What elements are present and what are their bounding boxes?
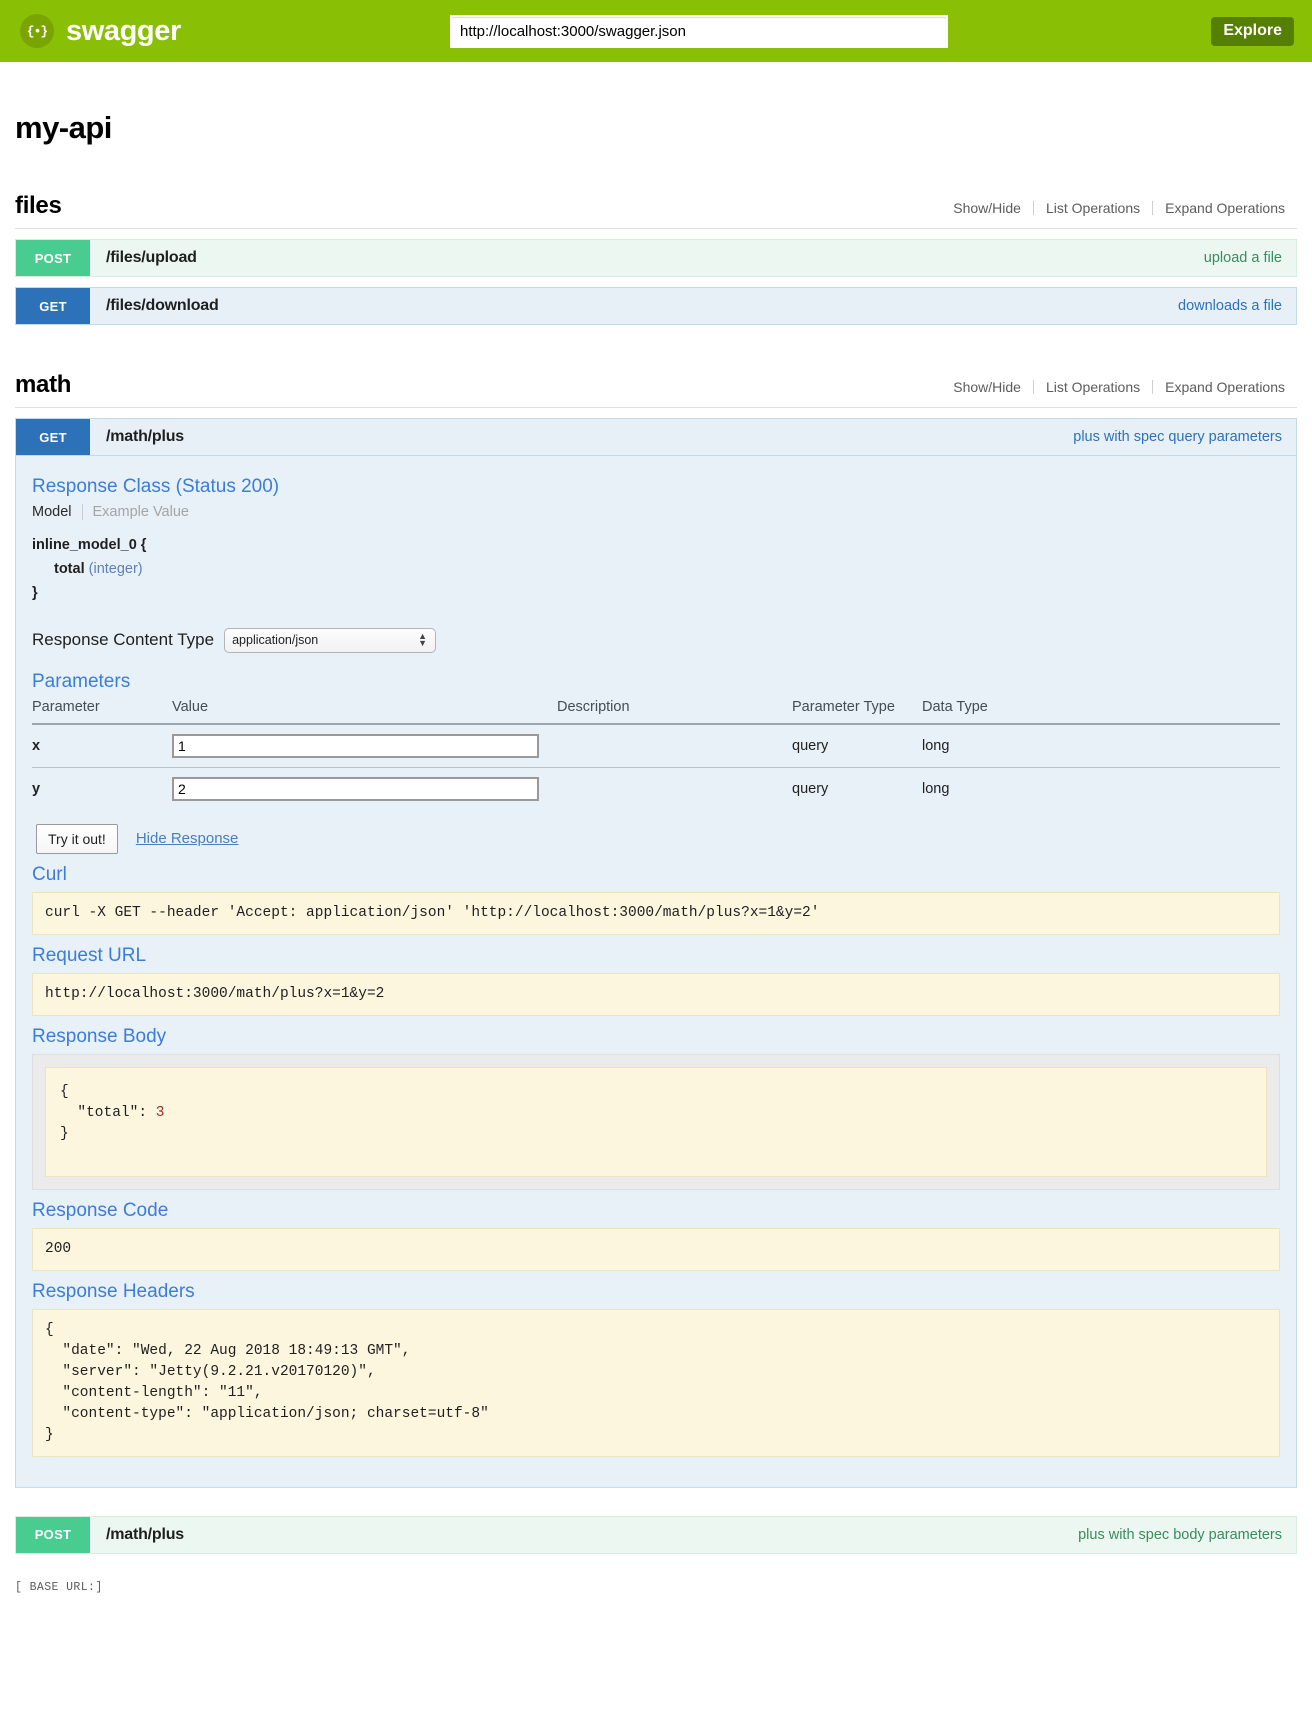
response-model: inline_model_0 { total (integer) }	[32, 534, 1280, 606]
parameters-table: Parameter Value Description Parameter Ty…	[32, 698, 1280, 810]
model-tabs: Model Example Value	[32, 504, 1280, 520]
operation-path[interactable]: /math/plus	[106, 428, 185, 445]
list-operations-link-math[interactable]: List Operations	[1045, 379, 1141, 395]
request-url-title: Request URL	[32, 944, 147, 966]
try-it-out-row: Try it out! Hide Response	[36, 823, 1280, 854]
param-type-x: query	[792, 723, 922, 768]
column-parameter-type: Parameter Type	[792, 698, 922, 725]
expand-operations-link-math[interactable]: Expand Operations	[1165, 379, 1285, 395]
response-body-container: { "total": 3 }	[32, 1053, 1280, 1190]
operation-get-files-download[interactable]: GET /files/download downloads a file	[15, 287, 1297, 325]
swagger-logo-text: swagger	[66, 14, 181, 47]
table-row: x query long	[32, 723, 1280, 768]
model-property-type: (integer)	[88, 560, 143, 577]
response-body-post: }	[60, 1125, 69, 1142]
resource-divider	[15, 228, 1297, 229]
operation-get-math-plus[interactable]: GET /math/plus plus with spec query para…	[15, 418, 1297, 456]
model-close-brace: }	[32, 584, 38, 601]
try-it-out-button[interactable]: Try it out!	[36, 823, 118, 854]
method-badge-get: GET	[16, 419, 90, 455]
param-value-input-x[interactable]	[172, 733, 539, 758]
curl-command: curl -X GET --header 'Accept: applicatio…	[32, 891, 1280, 935]
operation-path[interactable]: /math/plus	[106, 1525, 185, 1543]
response-class-title: Response Class (Status 200)	[32, 476, 280, 497]
response-headers: { "date": "Wed, 22 Aug 2018 18:49:13 GMT…	[32, 1308, 1280, 1457]
param-data-type-y: long	[922, 780, 950, 797]
param-name-x: x	[32, 723, 172, 768]
show-hide-link-files[interactable]: Show/Hide	[953, 200, 1021, 216]
tab-example-value[interactable]: Example Value	[92, 504, 189, 520]
param-value-input-y[interactable]	[172, 776, 539, 801]
tab-model[interactable]: Model	[32, 504, 72, 520]
response-body-total-value: 3	[155, 1104, 165, 1121]
tab-divider	[81, 504, 83, 520]
option-divider	[1152, 201, 1154, 215]
method-badge-post: POST	[16, 1516, 90, 1553]
param-data-type-x: long	[922, 723, 1280, 768]
resource-options-files: Show/Hide List Operations Expand Operati…	[941, 200, 1297, 216]
response-body-title: Response Body	[32, 1025, 167, 1047]
table-row: y query long	[32, 767, 1280, 810]
option-divider	[1152, 380, 1154, 394]
operation-summary[interactable]: upload a file	[1203, 250, 1282, 266]
response-body-pre: { "total":	[60, 1083, 148, 1121]
list-operations-link-files[interactable]: List Operations	[1045, 200, 1141, 216]
base-url-close: ]	[95, 1580, 103, 1594]
resource-header-math: math Show/Hide List Operations Expand Op…	[15, 371, 1297, 405]
operation-path[interactable]: /files/upload	[106, 249, 197, 266]
request-url: http://localhost:3000/math/plus?x=1&y=2	[32, 972, 1280, 1016]
resource-name-files: files	[15, 192, 62, 219]
operation-path[interactable]: /files/download	[106, 297, 219, 314]
response-headers-title: Response Headers	[32, 1280, 195, 1302]
param-name-y: y	[32, 780, 41, 797]
operation-summary[interactable]: downloads a file	[1178, 298, 1282, 314]
response-content-type-select[interactable]: application/json	[224, 627, 437, 653]
spec-url-input[interactable]	[450, 14, 948, 48]
column-data-type: Data Type	[922, 698, 1280, 725]
expand-operations-link-files[interactable]: Expand Operations	[1165, 200, 1285, 216]
model-property-name: total	[54, 560, 85, 577]
top-bar: {•} swagger Explore	[0, 0, 1312, 62]
param-description-x	[557, 723, 792, 768]
section-gap	[15, 1488, 1297, 1516]
column-value: Value	[172, 698, 557, 725]
option-divider	[1032, 380, 1034, 394]
response-content-type-row: Response Content Type application/json ▲…	[32, 627, 1280, 653]
page-title: my-api	[15, 110, 112, 145]
explore-button[interactable]: Explore	[1211, 17, 1294, 46]
column-description: Description	[557, 698, 792, 725]
resource-options-math: Show/Hide List Operations Expand Operati…	[941, 379, 1297, 395]
base-url-label: [ BASE URL:	[15, 1580, 96, 1594]
param-type-y: query	[792, 780, 829, 797]
operation-detail-panel: Response Class (Status 200) Model Exampl…	[15, 456, 1297, 1488]
resource-header-files: files Show/Hide List Operations Expand O…	[15, 192, 1297, 226]
param-description-y	[557, 767, 792, 810]
hide-response-link[interactable]: Hide Response	[135, 830, 239, 848]
curl-title: Curl	[32, 863, 67, 885]
resource-divider	[15, 407, 1297, 408]
operation-post-math-plus[interactable]: POST /math/plus plus with spec body para…	[15, 1515, 1297, 1554]
show-hide-link-math[interactable]: Show/Hide	[953, 379, 1021, 395]
swagger-logo[interactable]: {•} swagger	[20, 14, 450, 48]
option-divider	[1032, 201, 1034, 215]
swagger-brace-icon: {•}	[20, 14, 54, 48]
method-badge-post: POST	[16, 240, 90, 276]
response-code-title: Response Code	[32, 1199, 169, 1221]
model-open-brace: inline_model_0 {	[32, 537, 147, 553]
response-content-type-label: Response Content Type	[32, 630, 215, 650]
operation-post-files-upload[interactable]: POST /files/upload upload a file	[15, 239, 1297, 277]
method-badge-get: GET	[16, 288, 90, 324]
resource-name-math: math	[15, 371, 72, 398]
operation-summary[interactable]: plus with spec body parameters	[1078, 1526, 1282, 1543]
table-header-row: Parameter Value Description Parameter Ty…	[32, 698, 1280, 725]
footer: [ BASE URL:]	[0, 1564, 1312, 1604]
operation-summary[interactable]: plus with spec query parameters	[1073, 429, 1282, 445]
column-parameter: Parameter	[32, 698, 172, 725]
response-code: 200	[32, 1227, 1280, 1271]
response-body: { "total": 3 }	[45, 1066, 1267, 1177]
parameters-title: Parameters	[32, 670, 131, 692]
